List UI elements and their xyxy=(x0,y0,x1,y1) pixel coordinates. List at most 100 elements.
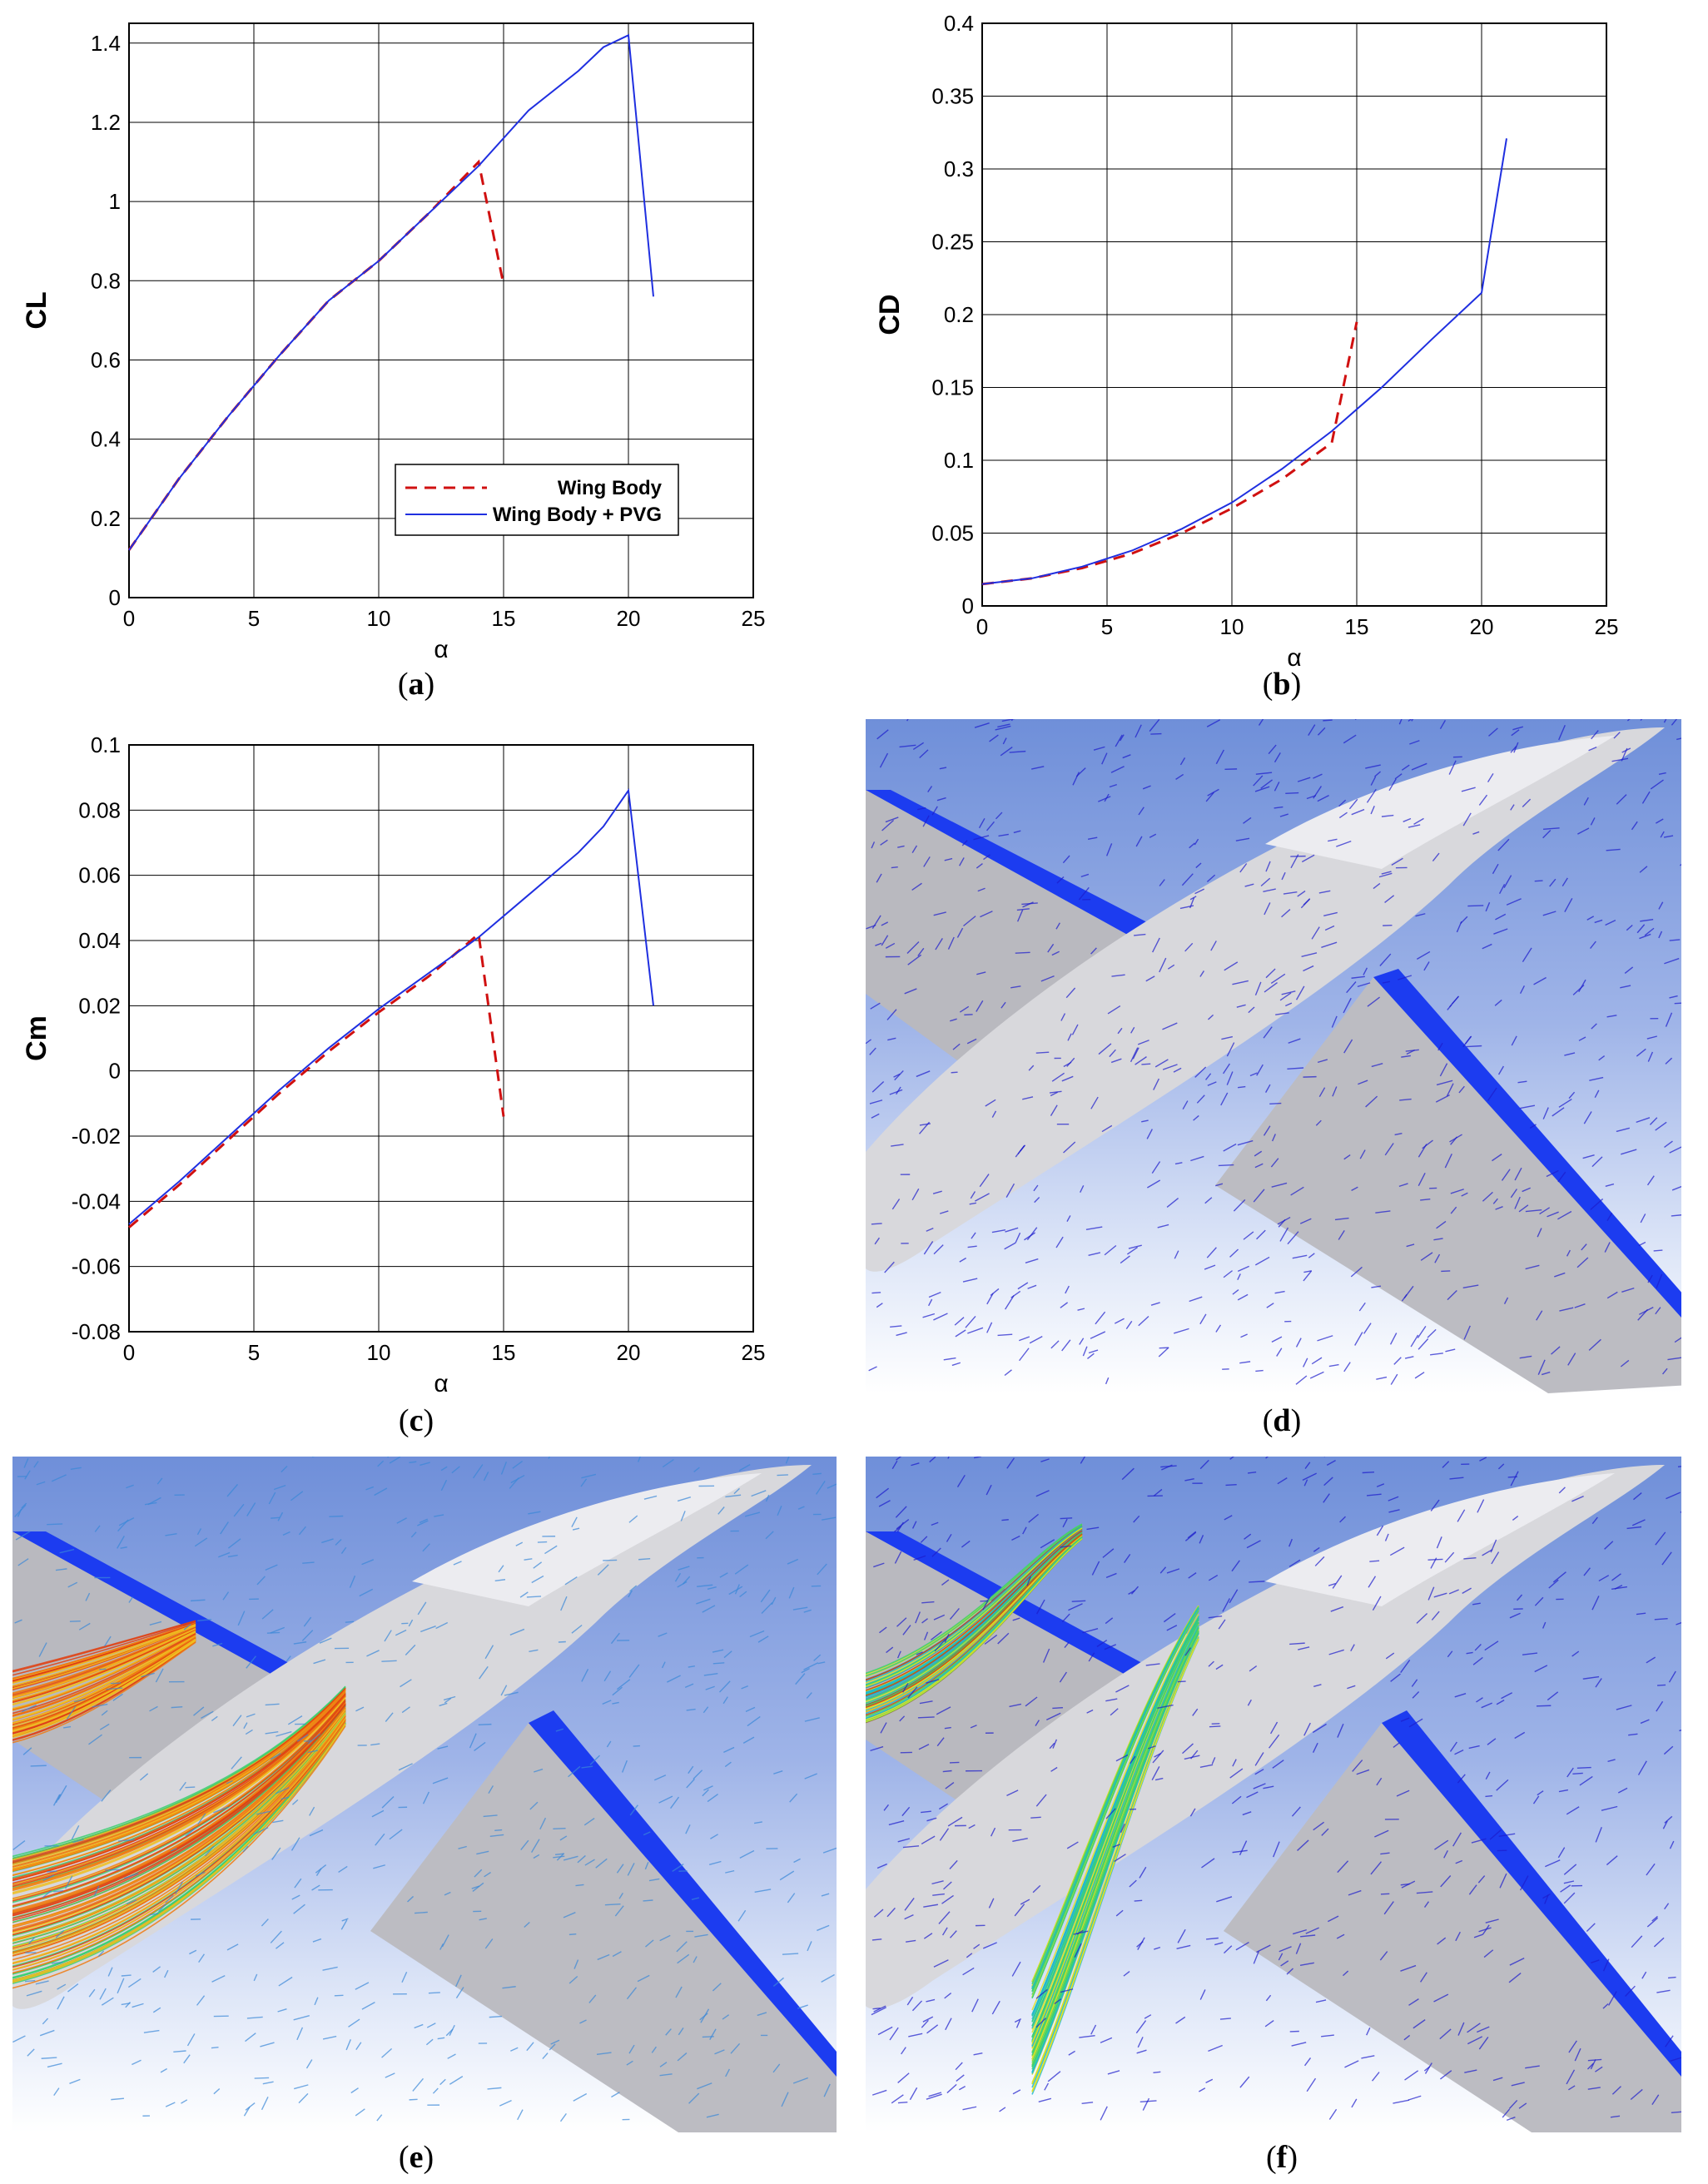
surface-streak xyxy=(945,1782,955,1789)
surface-streak xyxy=(63,1725,72,1729)
surface-streak xyxy=(1323,719,1333,722)
surface-streak xyxy=(1583,797,1589,806)
surface-streak xyxy=(1376,1483,1385,1487)
surface-streak xyxy=(626,2060,633,2066)
surface-streak xyxy=(21,1502,27,1509)
wing-edge-f xyxy=(1382,1710,1681,2077)
surface-streak xyxy=(1026,1576,1031,1586)
surface-streak xyxy=(443,1695,456,1701)
surface-streak xyxy=(1542,911,1557,916)
surface-streak xyxy=(1110,1708,1119,1716)
legend-label-wing-body: Wing Body xyxy=(558,477,663,499)
surface-streak xyxy=(1436,1080,1453,1086)
surface-streak xyxy=(888,1820,905,1826)
surface-streak xyxy=(1493,928,1508,935)
surface-streak xyxy=(1024,1232,1035,1241)
surface-streak xyxy=(1256,1064,1264,1076)
surface-streak xyxy=(866,1039,871,1045)
surface-streak xyxy=(293,2015,310,2021)
surface-streak xyxy=(405,1644,416,1656)
x-tick-label: 25 xyxy=(742,606,766,631)
surface-streak xyxy=(629,1585,638,1592)
surface-streak xyxy=(1626,1526,1642,1530)
surface-streak xyxy=(237,1611,246,1626)
surface-streak xyxy=(1159,1566,1167,1574)
wing-left-d xyxy=(866,790,1132,1060)
surface-streak xyxy=(1546,1169,1559,1178)
surface-streak xyxy=(1621,1149,1637,1155)
surface-streak xyxy=(1443,1849,1448,1859)
surface-streak xyxy=(494,1829,503,1832)
surface-streak xyxy=(817,1661,826,1665)
surface-streak xyxy=(985,1099,996,1107)
surface-streak xyxy=(1297,890,1306,897)
surface-streak xyxy=(1025,1258,1039,1263)
surface-streak xyxy=(309,1806,315,1816)
surface-streak xyxy=(1120,1823,1125,1834)
surface-streak xyxy=(1423,1901,1430,1908)
surface-streak xyxy=(204,1845,215,1857)
surface-streak xyxy=(198,1953,205,1963)
surface-streak xyxy=(1416,951,1431,960)
surface-streak xyxy=(246,1502,256,1516)
surface-streak xyxy=(355,2108,365,2117)
surface-streak xyxy=(749,1630,765,1638)
x-tick-label: 15 xyxy=(492,1340,516,1365)
surface-streak xyxy=(869,1047,876,1055)
surface-streak xyxy=(872,2008,881,2010)
surface-streak xyxy=(1071,1024,1079,1035)
surface-streak xyxy=(712,1662,725,1665)
surface-streak xyxy=(1095,1311,1106,1325)
surface-streak xyxy=(1035,1051,1050,1054)
surface-streak xyxy=(1476,2026,1490,2033)
surface-streak xyxy=(278,1976,293,1987)
surface-streak xyxy=(21,1704,37,1713)
surface-streak xyxy=(932,1893,945,1896)
surface-streak xyxy=(1542,1894,1551,1899)
surface-streak xyxy=(1503,1297,1509,1304)
surface-streak xyxy=(659,2073,673,2077)
surface-streak xyxy=(1326,1460,1336,1466)
streamline xyxy=(12,1640,196,1737)
surface-streak xyxy=(414,1911,428,1914)
surface-streak xyxy=(1243,1231,1254,1240)
surface-streak xyxy=(1014,1904,1025,1917)
surface-streak xyxy=(1424,2062,1432,2074)
surface-streak xyxy=(871,1081,885,1093)
surface-streak xyxy=(498,1565,504,1573)
surface-streak xyxy=(584,1859,595,1866)
surface-streak xyxy=(1548,1579,1559,1589)
surface-streak xyxy=(1249,1072,1258,1077)
surface-streak xyxy=(1096,1639,1108,1648)
surface-streak xyxy=(1295,1943,1302,1954)
surface-streak xyxy=(1208,2044,1223,2052)
surface-streak xyxy=(471,1885,480,1889)
surface-streak xyxy=(876,1487,890,1499)
surface-streak xyxy=(908,2033,923,2038)
surface-streak xyxy=(1437,1042,1443,1051)
surface-streak xyxy=(1461,787,1476,792)
surface-streak xyxy=(875,942,882,946)
surface-streak xyxy=(1154,1059,1169,1068)
streamline xyxy=(12,1715,346,1957)
surface-streak xyxy=(1439,1063,1448,1077)
surface-streak xyxy=(1223,1063,1230,1075)
surface-streak xyxy=(725,1869,735,1874)
surface-streak xyxy=(1313,1684,1322,1687)
surface-streak xyxy=(435,1621,449,1630)
surface-streak xyxy=(795,1673,806,1685)
surface-streak xyxy=(670,1796,680,1809)
surface-streak xyxy=(1102,1548,1115,1558)
streamline xyxy=(12,1685,346,1858)
surface-streak xyxy=(902,1845,920,1849)
surface-streak xyxy=(195,1871,206,1877)
surface-streak xyxy=(886,1009,897,1020)
streamline xyxy=(12,1713,346,1948)
surface-streak xyxy=(1249,1665,1258,1672)
surface-streak xyxy=(744,1511,761,1517)
surface-streak xyxy=(909,2087,918,2101)
series-line-wing-body-pvg xyxy=(128,788,654,1225)
surface-streak xyxy=(1669,1840,1675,1849)
surface-streak xyxy=(1066,1841,1079,1849)
surface-streak xyxy=(72,1839,84,1844)
